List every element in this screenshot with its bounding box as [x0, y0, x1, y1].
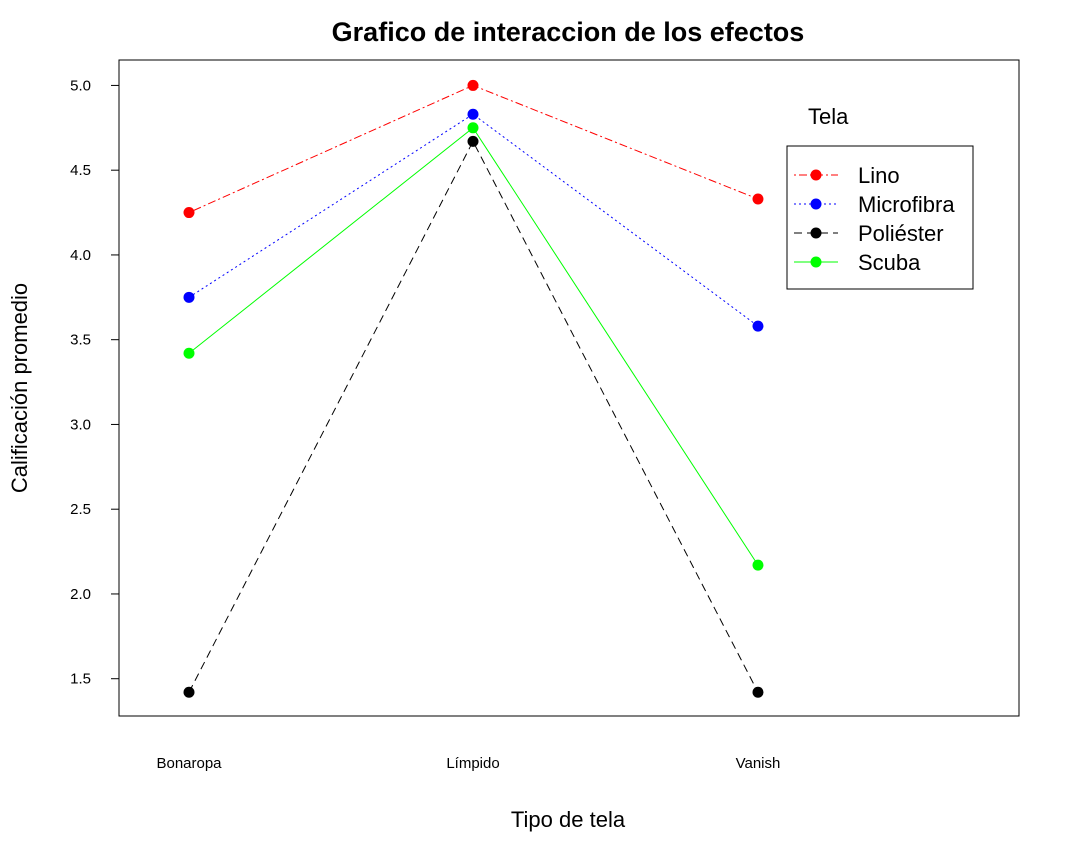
data-point: [752, 320, 764, 332]
chart-title: Grafico de interaccion de los efectos: [332, 17, 805, 47]
legend-items: Lino Microfibra Poliéster Scuba: [794, 163, 955, 275]
data-point: [467, 122, 479, 134]
legend-swatch-marker: [810, 227, 822, 239]
data-point: [467, 79, 479, 91]
legend-swatch-marker: [810, 256, 822, 268]
series-scuba: [183, 122, 764, 571]
data-point: [183, 347, 195, 359]
legend-label: Poliéster: [858, 221, 944, 246]
data-point: [183, 207, 195, 219]
y-tick-label: 2.5: [70, 501, 91, 518]
legend-title: Tela: [808, 104, 849, 129]
legend-swatch-marker: [810, 169, 822, 181]
data-point: [183, 686, 195, 698]
data-point: [752, 193, 764, 205]
legend-label: Lino: [858, 163, 900, 188]
data-point: [752, 686, 764, 698]
data-point: [752, 559, 764, 571]
y-tick-label: 4.5: [70, 162, 91, 179]
legend-item: Scuba: [794, 250, 921, 275]
series-poli-ster: [183, 135, 764, 698]
series-layer: [183, 79, 764, 698]
legend-item: Microfibra: [794, 192, 955, 217]
y-tick-label: 4.0: [70, 247, 91, 264]
y-tick-label: 5.0: [70, 77, 91, 94]
y-tick-label: 2.0: [70, 586, 91, 603]
y-axis-label: Calificación promedio: [7, 283, 32, 493]
x-tick-label: Bonaropa: [156, 755, 222, 772]
series-lino: [183, 79, 764, 219]
y-axis: 1.5 2.0 2.5 3.0 3.5 4.0 4.5 5.0: [70, 77, 119, 688]
legend-item: Lino: [794, 163, 900, 188]
legend-label: Scuba: [858, 250, 921, 275]
y-tick-label: 3.5: [70, 332, 91, 349]
data-point: [183, 291, 195, 303]
x-tick-label: Límpido: [446, 755, 499, 772]
data-point: [467, 135, 479, 147]
legend-item: Poliéster: [794, 221, 944, 246]
x-axis-label: Tipo de tela: [511, 807, 626, 832]
data-point: [467, 108, 479, 120]
legend-swatch-marker: [810, 198, 822, 210]
x-tick-label: Vanish: [736, 755, 781, 772]
series-line: [188, 84, 759, 214]
legend: Tela Lino Microfibra Poliéster Scuba: [786, 104, 974, 290]
y-tick-label: 3.0: [70, 416, 91, 433]
series-line: [188, 140, 759, 693]
series-microfibra: [183, 108, 764, 332]
x-axis: Bonaropa Límpido Vanish: [156, 755, 780, 772]
legend-label: Microfibra: [858, 192, 955, 217]
y-tick-label: 1.5: [70, 671, 91, 688]
plot-box: [118, 59, 1020, 717]
series-line: [188, 127, 759, 566]
